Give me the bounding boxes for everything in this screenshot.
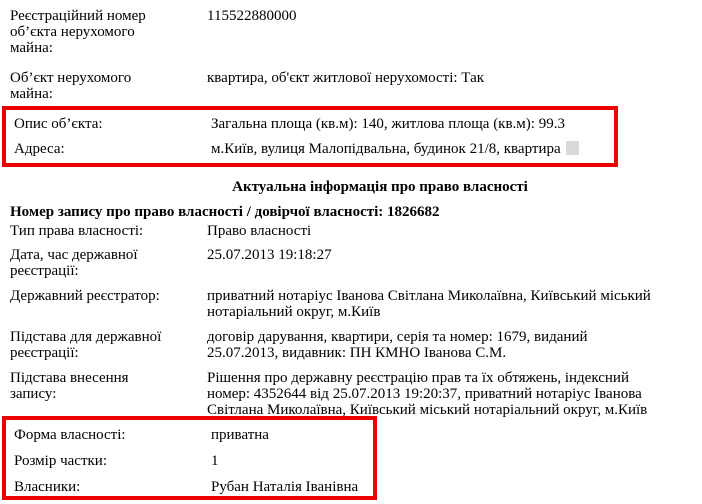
row-value: 115522880000 <box>207 8 297 24</box>
table-row: Підстава внесення запису: Рішення про де… <box>10 370 702 418</box>
row-label: Опис об’єкта: <box>14 116 103 132</box>
table-row: Об’єкт нерухомого майна: квартира, об'єк… <box>10 70 702 102</box>
row-label: Форма власності: <box>14 427 126 443</box>
row-value: Рішення про державну реєстрацію прав та … <box>207 370 648 418</box>
section-title: Актуальна інформація про право власності <box>232 179 528 195</box>
highlight-box-ownership: Форма власності: приватна Розмір частки:… <box>2 416 377 500</box>
row-value: приватна <box>211 427 269 443</box>
address-text: м.Київ, вулиця Малопідвальна, будинок 21… <box>211 141 561 157</box>
row-value: Загальна площа (кв.м): 140, житлова площ… <box>211 116 565 132</box>
row-label: Реєстраційний номер об’єкта нерухомого м… <box>10 8 146 56</box>
row-label: Об’єкт нерухомого майна: <box>10 70 132 102</box>
highlight-box-description: Опис об’єкта: Загальна площа (кв.м): 140… <box>2 106 618 167</box>
row-label: Підстава внесення запису: <box>10 370 129 402</box>
row-label: Державний реєстратор: <box>10 288 160 304</box>
table-row: Опис об’єкта: Загальна площа (кв.м): 140… <box>14 116 614 132</box>
row-label: Дата, час державної реєстрації: <box>10 247 138 279</box>
row-value: приватний нотаріус Іванова Світлана Мико… <box>207 288 651 320</box>
record-number-line: Номер запису про право власності / довір… <box>10 204 440 220</box>
row-value: 1 <box>211 453 219 469</box>
table-row: Власники: Рубан Наталія Іванівна <box>14 479 373 495</box>
table-row: Тип права власності: Право власності <box>10 223 702 239</box>
row-value: договір дарування, квартири, серія та но… <box>207 329 588 361</box>
row-label: Адреса: <box>14 141 65 157</box>
row-label: Тип права власності: <box>10 223 144 239</box>
table-row: Державний реєстратор: приватний нотаріус… <box>10 288 702 320</box>
row-value: Рубан Наталія Іванівна <box>211 479 359 495</box>
row-label: Власники: <box>14 479 81 495</box>
row-value: Право власності <box>207 223 312 239</box>
row-value: квартира, об'єкт житлової нерухомості: Т… <box>207 70 485 86</box>
table-row: Форма власності: приватна <box>14 427 373 443</box>
table-row: Реєстраційний номер об’єкта нерухомого м… <box>10 8 702 56</box>
redaction-box <box>565 141 579 155</box>
table-row: Дата, час державної реєстрації: 25.07.20… <box>10 247 702 279</box>
row-value: 25.07.2013 19:18:27 <box>207 247 332 263</box>
table-row: Розмір частки: 1 <box>14 453 373 469</box>
table-row: Підстава для державної реєстрації: догов… <box>10 329 702 361</box>
row-value: м.Київ, вулиця Малопідвальна, будинок 21… <box>211 141 614 157</box>
row-label: Розмір частки: <box>14 453 107 469</box>
table-row: Адреса: м.Київ, вулиця Малопідвальна, бу… <box>14 141 614 157</box>
row-label: Підстава для державної реєстрації: <box>10 329 162 361</box>
